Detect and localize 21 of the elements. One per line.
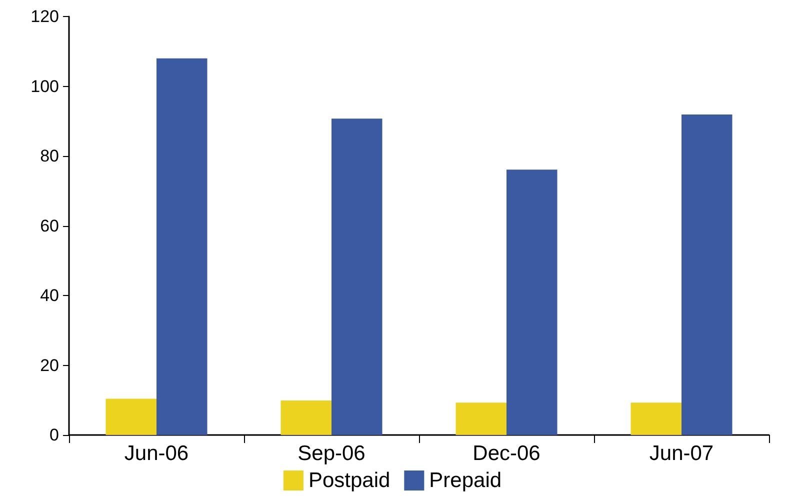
legend-label: Prepaid — [429, 469, 502, 492]
bar — [332, 118, 382, 435]
bar — [506, 170, 558, 435]
x-tick-label: Sep-06 — [298, 442, 366, 465]
y-tick-label: 40 — [40, 286, 59, 305]
y-tick-label: 20 — [40, 356, 59, 375]
bar — [280, 400, 332, 435]
bar — [630, 402, 682, 435]
x-tick-label: Dec-06 — [472, 442, 540, 465]
y-tick-label: 0 — [50, 426, 59, 444]
y-tick-label: 60 — [40, 216, 59, 236]
y-tick-label: 80 — [40, 146, 59, 166]
bar — [456, 402, 506, 435]
x-tick-label: Jun-06 — [124, 442, 189, 465]
bar — [682, 114, 732, 435]
x-tick-label: Jun-07 — [649, 442, 714, 465]
y-tick-label: 100 — [30, 76, 59, 96]
bar — [106, 398, 156, 435]
legend-label: Postpaid — [308, 469, 390, 492]
y-tick-label: 120 — [30, 7, 59, 26]
bar — [156, 58, 208, 435]
